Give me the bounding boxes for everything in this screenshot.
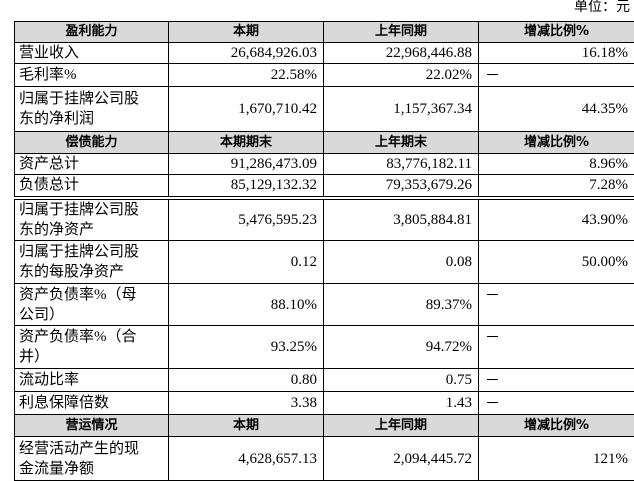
- header-cell: 本期: [169, 415, 324, 437]
- header-row: 营运情况本期上年同期增减比例%: [15, 415, 634, 437]
- header-cell: 上年同期: [324, 22, 479, 43]
- value-cell: 44.35%: [479, 87, 634, 132]
- value-cell: 1,670,710.42: [169, 87, 324, 132]
- row-label: 流动比率: [15, 369, 169, 392]
- value-cell: 0.80: [169, 369, 324, 392]
- value-cell: 22.02%: [324, 64, 479, 87]
- header-cell: 增减比例%: [479, 132, 634, 154]
- row-label: 利息保障倍数: [15, 392, 169, 415]
- value-cell: 89.37%: [324, 284, 479, 326]
- value-cell: －: [479, 64, 634, 87]
- header-row: 盈利能力本期上年同期增减比例%: [15, 22, 634, 43]
- row-label: 资产负债率%（合并）: [15, 326, 169, 369]
- row-label: 经营活动产生的现金流量净额: [15, 437, 169, 481]
- data-row: 资产负债率%（母公司）88.10%89.37%－: [15, 284, 634, 326]
- header-cell: 上年期末: [324, 132, 479, 154]
- value-cell: 0.75: [324, 369, 479, 392]
- unit-label: 单位：元: [574, 0, 630, 16]
- value-cell: 22,968,446.88: [324, 43, 479, 64]
- value-cell: 26,684,926.03: [169, 43, 324, 64]
- value-cell: 93.25%: [169, 326, 324, 369]
- value-cell: －: [479, 326, 634, 369]
- row-label: 资产负债率%（母公司）: [15, 284, 169, 326]
- data-row: 资产负债率%（合并）93.25%94.72%－: [15, 326, 634, 369]
- row-label: 资产总计: [15, 154, 169, 175]
- value-cell: 1,157,367.34: [324, 87, 479, 132]
- row-label: 归属于挂牌公司股东的净资产: [15, 198, 169, 241]
- value-cell: 2,094,445.72: [324, 437, 479, 481]
- value-cell: －: [479, 369, 634, 392]
- row-label: 归属于挂牌公司股东的每股净资产: [15, 241, 169, 284]
- value-cell: －: [479, 392, 634, 415]
- header-cell: 营运情况: [15, 415, 169, 437]
- value-cell: 94.72%: [324, 326, 479, 369]
- value-cell: 121%: [479, 437, 634, 481]
- header-cell: 增减比例%: [479, 415, 634, 437]
- value-cell: 50.00%: [479, 241, 634, 284]
- value-cell: 1.43: [324, 392, 479, 415]
- value-cell: 16.18%: [479, 43, 634, 64]
- data-row: 毛利率%22.58%22.02%－: [15, 64, 634, 87]
- value-cell: 3.38: [169, 392, 324, 415]
- row-label: 毛利率%: [15, 64, 169, 87]
- value-cell: 5,476,595.23: [169, 198, 324, 241]
- row-label: 营业收入: [15, 43, 169, 64]
- value-cell: 43.90%: [479, 198, 634, 241]
- value-cell: 79,353,679.26: [324, 175, 479, 198]
- header-cell: 本期: [169, 22, 324, 43]
- value-cell: 83,776,182.11: [324, 154, 479, 175]
- value-cell: 22.58%: [169, 64, 324, 87]
- value-cell: 7.28%: [479, 175, 634, 198]
- value-cell: 0.08: [324, 241, 479, 284]
- value-cell: －: [479, 284, 634, 326]
- header-cell: 上年同期: [324, 415, 479, 437]
- header-cell: 本期期末: [169, 132, 324, 154]
- header-cell: 偿债能力: [15, 132, 169, 154]
- value-cell: 85,129,132.32: [169, 175, 324, 198]
- header-row: 偿债能力本期期末上年期末增减比例%: [15, 132, 634, 154]
- value-cell: 88.10%: [169, 284, 324, 326]
- value-cell: 8.96%: [479, 154, 634, 175]
- value-cell: 3,805,884.81: [324, 198, 479, 241]
- header-cell: 盈利能力: [15, 22, 169, 43]
- row-label: 归属于挂牌公司股东的净利润: [15, 87, 169, 132]
- value-cell: 0.12: [169, 241, 324, 284]
- header-cell: 增减比例%: [479, 22, 634, 43]
- row-label: 负债总计: [15, 175, 169, 198]
- value-cell: 91,286,473.09: [169, 154, 324, 175]
- value-cell: 4,628,657.13: [169, 437, 324, 481]
